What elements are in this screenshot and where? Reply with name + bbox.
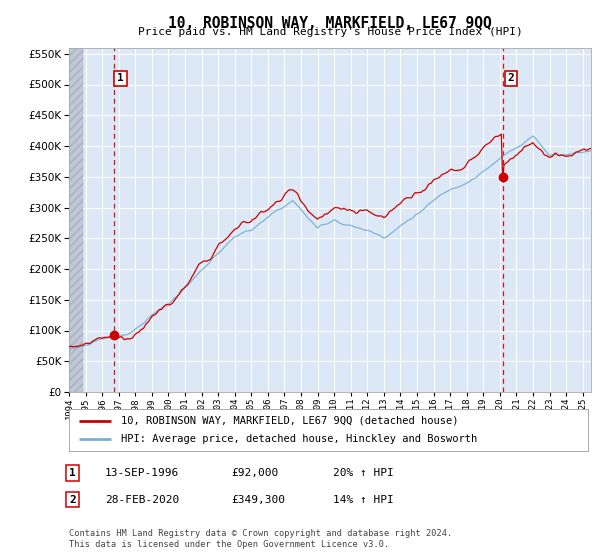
Text: £92,000: £92,000	[231, 468, 278, 478]
Text: 14% ↑ HPI: 14% ↑ HPI	[333, 494, 394, 505]
Text: £349,300: £349,300	[231, 494, 285, 505]
Text: HPI: Average price, detached house, Hinckley and Bosworth: HPI: Average price, detached house, Hinc…	[121, 434, 477, 444]
Text: Price paid vs. HM Land Registry's House Price Index (HPI): Price paid vs. HM Land Registry's House …	[137, 27, 523, 37]
Text: 20% ↑ HPI: 20% ↑ HPI	[333, 468, 394, 478]
Text: 1: 1	[69, 468, 76, 478]
Text: 10, ROBINSON WAY, MARKFIELD, LE67 9QQ (detached house): 10, ROBINSON WAY, MARKFIELD, LE67 9QQ (d…	[121, 416, 458, 426]
Text: 1: 1	[117, 73, 124, 83]
Text: 10, ROBINSON WAY, MARKFIELD, LE67 9QQ: 10, ROBINSON WAY, MARKFIELD, LE67 9QQ	[168, 16, 492, 31]
Text: 2: 2	[508, 73, 514, 83]
Text: 13-SEP-1996: 13-SEP-1996	[105, 468, 179, 478]
Text: 28-FEB-2020: 28-FEB-2020	[105, 494, 179, 505]
Text: 2: 2	[69, 494, 76, 505]
Text: Contains HM Land Registry data © Crown copyright and database right 2024.
This d: Contains HM Land Registry data © Crown c…	[69, 529, 452, 549]
